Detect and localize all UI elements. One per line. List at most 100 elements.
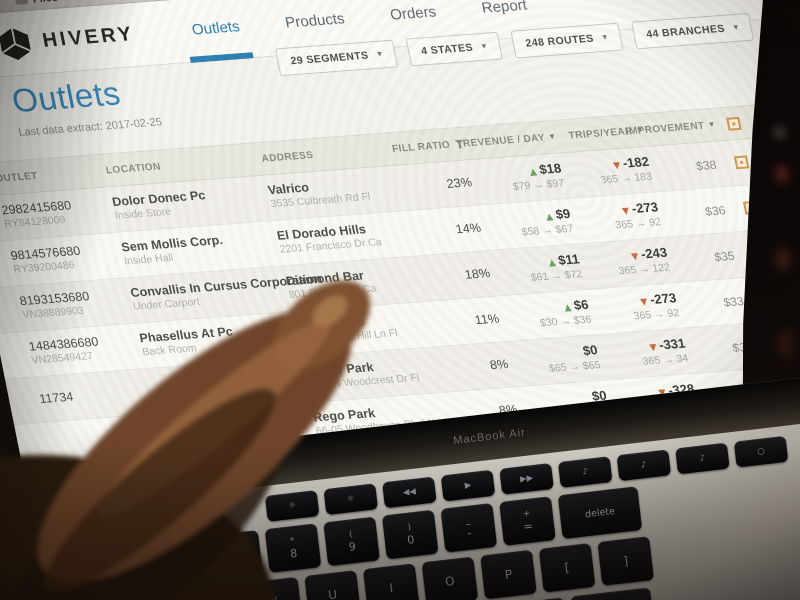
location-name <box>150 380 300 391</box>
function-key: ▶▶ <box>499 462 554 495</box>
arrow-up-icon: ▲ <box>547 258 557 269</box>
key-symbol: * <box>289 536 295 547</box>
filter-label: 44 BRANCHES <box>645 22 726 41</box>
bookmark-files[interactable]: Files <box>14 0 59 6</box>
page-title: Outlets <box>8 74 124 120</box>
fill-ratio-value: 18% <box>463 265 492 282</box>
brand-name: HIVERY <box>40 23 137 52</box>
location-sub <box>150 380 300 391</box>
nav-right: Demo Site Account Logout <box>636 0 720 3</box>
column-header-revenue-day[interactable]: REVENUE / DAY ▾ <box>462 131 556 149</box>
bookmark-wip[interactable]: WIP <box>76 0 116 2</box>
letter-key: ] <box>597 536 655 586</box>
column-header-label: LOCATION <box>104 160 162 176</box>
revenue-cell: ▲$9 $58 → $67 <box>484 206 575 242</box>
number-key: + = <box>499 496 556 546</box>
chevron-down-icon: ▾ <box>480 41 488 52</box>
letter-key: O <box>421 556 479 600</box>
number-key: _ - <box>440 502 498 553</box>
sort-caret-icon[interactable]: ▾ <box>548 131 556 142</box>
function-key: ▶ <box>440 469 496 502</box>
letter-key: Y <box>245 576 303 600</box>
arrow-down-icon: ▼ <box>612 161 622 172</box>
row-checkbox[interactable] <box>733 155 749 170</box>
chevron-down-icon: ▾ <box>601 32 609 43</box>
location-cell: Phasellus At Pc Back Room <box>138 320 293 360</box>
revenue-cell: ▲$11 $61 → $72 <box>493 252 584 288</box>
column-header-location[interactable]: LOCATION <box>105 154 257 176</box>
column-header-label: FILL RATIO <box>391 139 452 155</box>
improvement-cell: $36 <box>703 202 727 219</box>
column-header-outlet[interactable]: OUTLET <box>0 166 101 185</box>
letter-key: [ <box>538 542 596 593</box>
outlet-id: 11734 <box>37 389 75 406</box>
key-number: 5 <box>113 566 122 581</box>
number-key: $4 <box>30 550 87 600</box>
fill-ratio-value: 14% <box>454 220 483 237</box>
outlet-cell: 8193153680 VN38889903 <box>18 286 128 323</box>
filter-dropdown-states[interactable]: 4 STATES ▾ <box>405 31 503 67</box>
arrow-up-icon: ▲ <box>563 303 573 314</box>
key-number: = <box>522 519 534 533</box>
sort-caret-icon[interactable]: ▾ <box>708 119 716 130</box>
letter-key: R <box>128 590 186 600</box>
improvement-cell: $33 <box>722 293 745 309</box>
select-all-checkbox[interactable] <box>725 116 742 131</box>
location-cell <box>150 380 300 391</box>
fill-ratio-value: 23% <box>445 174 474 191</box>
outlet-cell: 2982415680 RY84128009 <box>0 196 110 233</box>
location-cell: Sem Mollis Corp. Inside Hall <box>120 229 275 269</box>
trips-cell: ▼-182 365 → 183 <box>566 154 654 190</box>
number-key: (9 <box>323 516 380 567</box>
tab-outlets[interactable]: Outlets <box>186 0 246 61</box>
filter-label: 248 ROUTES <box>524 32 595 50</box>
key-number: - <box>466 526 473 540</box>
bookmark-label: Files <box>31 0 58 5</box>
chevron-down-icon: ▾ <box>732 22 740 33</box>
column-header-fill-ratio[interactable]: FILL RATIO <box>391 138 465 154</box>
column-header-label: IMPROVEMENT <box>624 120 706 137</box>
letter-key: U <box>304 570 362 600</box>
column-header-label: OUTLET <box>0 170 39 185</box>
revenue-delta-value: $18 <box>537 160 563 178</box>
trips-cell: ▼-273 365 → 92 <box>593 291 681 327</box>
revenue-delta-value: $0 <box>581 342 599 359</box>
account-link[interactable]: Account <box>640 0 678 3</box>
letter-key: I <box>362 563 420 600</box>
revenue-delta-value: $6 <box>572 297 590 314</box>
column-header-improvement[interactable]: IMPROVEMENT ▾ <box>625 119 716 137</box>
folder-icon <box>14 0 29 5</box>
key-number: 8 <box>289 546 298 560</box>
trips-delta-value: -273 <box>648 290 678 308</box>
key-number: 6 <box>172 559 181 574</box>
address-cell: Diamond Bar 801 Pantera Dr Ca <box>285 264 425 303</box>
last-data-extract: Last data extract: 2017-02-25 <box>17 116 164 139</box>
fill-ratio-cell: 8% <box>445 357 510 377</box>
arrow-up-icon: ▲ <box>545 212 555 223</box>
arrow-down-icon: ▼ <box>648 343 658 354</box>
key-symbol: ) <box>407 522 412 534</box>
hivery-logo-icon <box>0 27 32 60</box>
revenue-cell: ▲$18 $79 → $97 <box>475 161 566 197</box>
fill-ratio-cell: 11% <box>436 311 501 331</box>
arrow-down-icon: ▼ <box>639 297 649 309</box>
address-cell: Auburndale 149 Sunrise Hill Ln Fl <box>294 310 434 349</box>
column-header-label: REVENUE / DAY <box>461 132 547 150</box>
column-header-address[interactable]: ADDRESS <box>261 143 398 164</box>
key-symbol: ( <box>348 529 354 540</box>
key-number: 9 <box>347 539 357 554</box>
number-key: ^ 6 <box>147 536 205 587</box>
number-key: ) 0 <box>381 509 439 560</box>
number-key: % 5 <box>88 543 146 594</box>
hivery-logo[interactable]: HIVERY <box>0 17 138 63</box>
address-cell: Valrico 3535 Culbreath Rd Fl <box>267 173 407 212</box>
revenue-delta-value: $11 <box>556 251 581 269</box>
number-key: & 7 <box>206 530 263 580</box>
key-number: 7 <box>230 553 240 567</box>
trips-delta-value: -182 <box>621 154 651 172</box>
outlet-id <box>49 437 154 445</box>
key-number: 4 <box>54 573 64 588</box>
trips-delta-value: -273 <box>630 199 660 217</box>
outlet-cell: 1484386680 VN28549427 <box>28 332 138 369</box>
